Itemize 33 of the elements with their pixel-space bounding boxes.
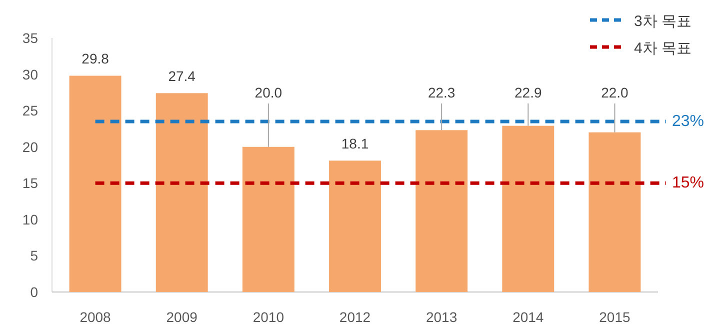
y-tick-label: 25 <box>22 102 38 119</box>
bar <box>329 160 381 292</box>
text: 23% <box>672 112 704 130</box>
x-tick-label: 2009 <box>166 309 198 325</box>
data-label: 29.8 <box>82 50 110 67</box>
y-tick-label: 35 <box>22 30 38 46</box>
y-tick-label: 0 <box>30 284 38 300</box>
bar <box>69 76 122 292</box>
bar <box>416 130 468 292</box>
y-tick-label: 10 <box>22 211 38 228</box>
bar <box>502 126 554 292</box>
data-label: 20.0 <box>254 84 282 100</box>
x-tick-label: 2014 <box>512 309 544 325</box>
x-tick-label: 2012 <box>339 309 371 325</box>
y-tick-label: 5 <box>30 248 38 264</box>
legend-label: 3차 목표 <box>634 13 692 30</box>
data-label: 22.3 <box>428 84 456 100</box>
data-label: 27.4 <box>168 68 196 84</box>
legend-label: 4차 목표 <box>634 40 692 57</box>
x-tick-label: 2013 <box>426 309 458 325</box>
x-tick-label: 2015 <box>599 309 630 325</box>
y-tick-label: 15 <box>22 175 38 192</box>
x-tick-label: 2008 <box>80 309 112 325</box>
data-label: 22.9 <box>514 84 542 100</box>
bar <box>156 93 208 292</box>
x-tick-label: 2010 <box>252 309 284 325</box>
bar <box>242 146 294 292</box>
y-tick-label: 20 <box>22 138 38 155</box>
bar <box>588 132 641 292</box>
data-label: 22.0 <box>601 84 629 100</box>
y-tick-label: 30 <box>22 66 38 82</box>
text: 15% <box>672 174 704 192</box>
data-label: 18.1 <box>341 136 369 152</box>
